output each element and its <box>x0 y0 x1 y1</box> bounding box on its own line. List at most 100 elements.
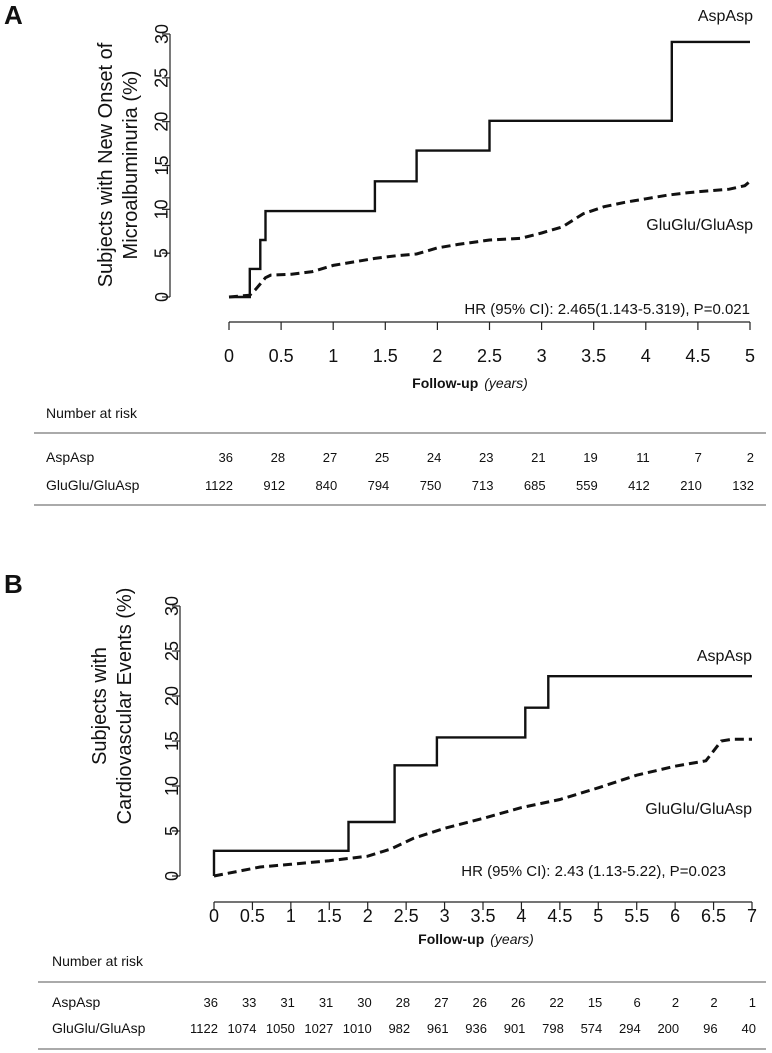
panel-b-risk-cell-gluglu-gluasp: 1074 <box>228 1021 257 1036</box>
panel-b-risk-cell-aspasp: 26 <box>511 995 525 1010</box>
panel-a-x-axis-title: Follow-up <box>412 375 478 391</box>
panel-b-gluglu-label: GluGlu/GluAsp <box>645 801 752 818</box>
panel-b-x-tick-label: 2 <box>363 906 373 926</box>
panel-a-risk-cell-aspasp: 2 <box>747 450 754 465</box>
panel-b-x-axis-title: Follow-up <box>418 931 484 947</box>
panel-a-risk-cell-aspasp: 21 <box>531 450 545 465</box>
panel-b-x-tick-label: 0.5 <box>240 906 265 926</box>
panel-a-axes: 0 5 10 15 20 25 30 0 0.5 1 1.5 2 2.5 3 3.5 4 4.5 5 <box>152 24 755 366</box>
panel-a-risk-row-gluglu-label: GluGlu/GluAsp <box>46 477 140 493</box>
panel-b-x-tick-label: 1 <box>286 906 296 926</box>
panel-a-risk-cell-gluglu-gluasp: 412 <box>628 478 650 493</box>
panel-a-letter: A <box>4 0 23 30</box>
panel-a-risk-cell-gluglu-gluasp: 713 <box>472 478 494 493</box>
panel-a-risk-title: Number at risk <box>46 405 138 421</box>
panel-a-curves <box>228 40 751 299</box>
panel-b-risk-cell-aspasp: 36 <box>204 995 218 1010</box>
panel-a-curve-aspasp <box>229 40 750 299</box>
panel-b-risk-row-aspasp-label: AspAsp <box>52 994 100 1010</box>
panel-a-hazard-ratio: HR (95% CI): 2.465(1.143-5.319), P=0.021 <box>464 301 750 318</box>
panel-b-x-tick-label: 3 <box>440 906 450 926</box>
panel-a-x-tick-label: 2.5 <box>477 346 502 366</box>
panel-a-x-tick-label: 2 <box>432 346 442 366</box>
panel-a-risk-cells: 36 28 27 25 24 23 21 19 11 7 2 1122 912 840 794 750 713 6… <box>205 450 754 493</box>
panel-a-aspasp-label: AspAsp <box>698 8 753 25</box>
panel-b-x-tick-label: 3.5 <box>470 906 495 926</box>
panel-b-risk-cell-aspasp: 2 <box>672 995 679 1010</box>
panel-b-risk-cell-aspasp: 26 <box>473 995 487 1010</box>
panel-b-letter: B <box>4 569 23 599</box>
panel-a-x-tick-label: 0 <box>224 346 234 366</box>
panel-b-risk-cell-aspasp: 15 <box>588 995 602 1010</box>
panel-b-risk-cell-gluglu-gluasp: 1122 <box>190 1021 218 1036</box>
panel-a-x-tick-label: 4 <box>641 346 651 366</box>
panel-a-risk-cell-aspasp: 24 <box>427 450 441 465</box>
panel-b-x-tick-label: 5 <box>593 906 603 926</box>
panel-b-risk-cell-gluglu-gluasp: 901 <box>504 1021 526 1036</box>
panel-b-curve-aspasp <box>212 675 752 876</box>
panel-b-x-axis-unit: (years) <box>490 931 534 947</box>
panel-a-curve-gluglu-gluasp <box>228 180 751 299</box>
panel-a-risk-cell-aspasp: 27 <box>323 450 337 465</box>
panel-b-risk-cell-aspasp: 28 <box>396 995 410 1010</box>
panel-b-risk-cell-gluglu-gluasp: 1010 <box>343 1021 372 1036</box>
panel-b-risk-cell-gluglu-gluasp: 40 <box>742 1021 756 1036</box>
panel-a-x-tick-label: 1.5 <box>373 346 398 366</box>
panel-b-risk-cell-gluglu-gluasp: 961 <box>427 1021 449 1036</box>
panel-a-risk-cell-gluglu-gluasp: 685 <box>524 478 546 493</box>
panel-a-risk-cell-gluglu-gluasp: 1122 <box>205 478 233 493</box>
panel-b-risk-cell-gluglu-gluasp: 96 <box>703 1021 717 1036</box>
panel-a-risk-cell-gluglu-gluasp: 750 <box>420 478 442 493</box>
panel-a-x-axis-label: Follow-up (years) <box>412 375 528 391</box>
panel-a-gluglu-label: GluGlu/GluAsp <box>646 217 753 234</box>
panel-b-risk-cell-aspasp: 2 <box>710 995 717 1010</box>
panel-a-x-tick-label: 3.5 <box>581 346 606 366</box>
panel-b-risk-cell-aspasp: 33 <box>242 995 256 1010</box>
panel-a-risk-row-aspasp-label: AspAsp <box>46 449 94 465</box>
panel-b-risk-cell-gluglu-gluasp: 1050 <box>266 1021 295 1036</box>
panel-b-curves <box>212 675 752 878</box>
panel-a-risk-cell-gluglu-gluasp: 912 <box>263 478 285 493</box>
panel-b-risk-row-gluglu-label: GluGlu/GluAsp <box>52 1020 146 1036</box>
panel-a-risk-cell-aspasp: 11 <box>636 450 650 465</box>
panel-b-risk-cell-aspasp: 1 <box>749 995 756 1010</box>
panel-b-x-tick-label: 4 <box>516 906 526 926</box>
panel-b-x-tick-label: 4.5 <box>547 906 572 926</box>
panel-a-risk-cell-aspasp: 36 <box>219 450 233 465</box>
panel-a-risk-cell-gluglu-gluasp: 794 <box>368 478 390 493</box>
panel-b-x-tick-label: 6.5 <box>701 906 726 926</box>
panel-a-y-tick-label: 30 <box>152 24 172 44</box>
panel-b-risk-cell-gluglu-gluasp: 200 <box>657 1021 679 1036</box>
panel-a-risk-cell-gluglu-gluasp: 132 <box>732 478 754 493</box>
panel-a-risk-cell-aspasp: 7 <box>695 450 702 465</box>
panel-a-risk-cell-gluglu-gluasp: 559 <box>576 478 598 493</box>
panel-b-risk-cell-gluglu-gluasp: 798 <box>542 1021 564 1036</box>
panel-b-x-axis-label: Follow-up (years) <box>418 931 534 947</box>
panel-b-risk-cell-gluglu-gluasp: 1027 <box>304 1021 333 1036</box>
panel-b-risk-cell-aspasp: 30 <box>357 995 371 1010</box>
panel-a-risk-cell-gluglu-gluasp: 210 <box>680 478 702 493</box>
panel-b-x-tick-label: 6 <box>670 906 680 926</box>
panel-a-x-tick-label: 5 <box>745 346 755 366</box>
panel-a-y-tick-label: 20 <box>152 112 172 132</box>
panel-b-y-axis-label-line1: Subjects with <box>89 647 111 765</box>
panel-a-y-tick-label: 0 <box>152 292 172 302</box>
panel-a-x-tick-label: 1 <box>328 346 338 366</box>
panel-b-risk-cell-gluglu-gluasp: 936 <box>465 1021 487 1036</box>
panel-b-y-tick-label: 0 <box>162 871 182 881</box>
panel-b-risk-title: Number at risk <box>52 953 144 969</box>
panel-b-risk-cell-gluglu-gluasp: 294 <box>619 1021 641 1036</box>
panel-b-y-tick-label: 10 <box>162 776 182 796</box>
panel-b-y-tick-label: 25 <box>162 641 182 661</box>
panel-a-x-tick-label: 0.5 <box>269 346 294 366</box>
panel-a-y-tick-label: 5 <box>152 248 172 258</box>
panel-b-aspasp-label: AspAsp <box>697 648 752 665</box>
panel-b-y-tick-label: 15 <box>162 731 182 751</box>
panel-b-x-tick-label: 1.5 <box>317 906 342 926</box>
panel-a-risk-cell-aspasp: 25 <box>375 450 389 465</box>
panel-a-risk-cell-gluglu-gluasp: 840 <box>315 478 337 493</box>
panel-b-x-tick-label: 7 <box>747 906 757 926</box>
panel-a-y-tick-label: 25 <box>152 68 172 88</box>
